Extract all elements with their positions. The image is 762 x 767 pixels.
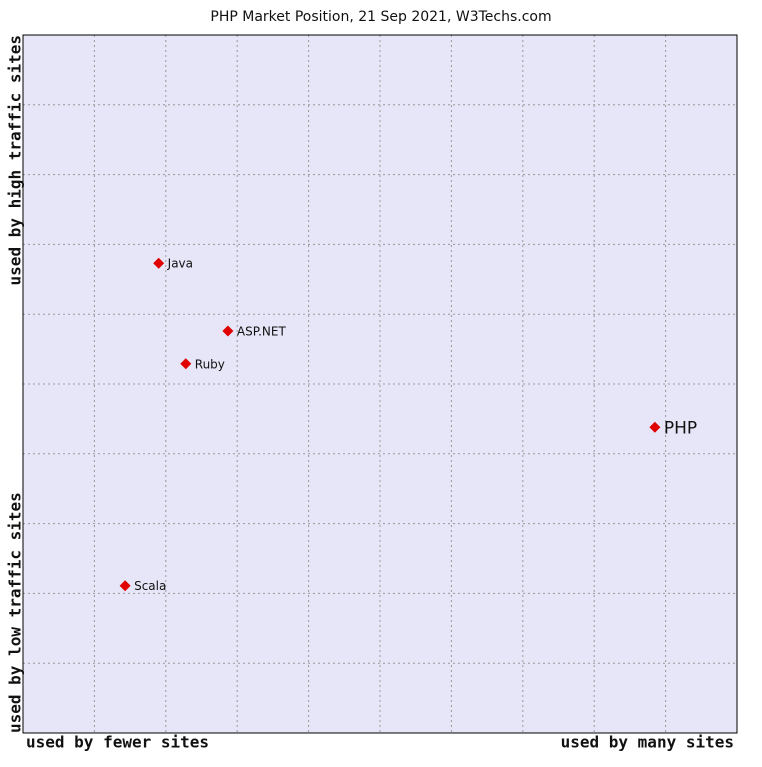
point — [649, 421, 661, 433]
point-label: Ruby — [195, 357, 225, 371]
y-axis-label-high: used by high traffic sites — [6, 35, 25, 285]
point-label: Java — [167, 257, 193, 271]
x-axis-label-low: used by fewer sites — [26, 733, 209, 752]
point-label: ASP.NET — [237, 324, 287, 338]
point — [119, 580, 131, 592]
y-axis-label-low: used by low traffic sites — [6, 492, 25, 733]
point-label: Scala — [134, 579, 166, 593]
point-label: PHP — [664, 418, 697, 438]
plot-border — [22, 34, 738, 734]
point — [222, 325, 234, 337]
point — [180, 358, 192, 370]
point — [153, 257, 165, 269]
chart-title: PHP Market Position, 21 Sep 2021, W3Tech… — [210, 9, 551, 25]
x-axis-label-high: used by many sites — [561, 733, 734, 752]
